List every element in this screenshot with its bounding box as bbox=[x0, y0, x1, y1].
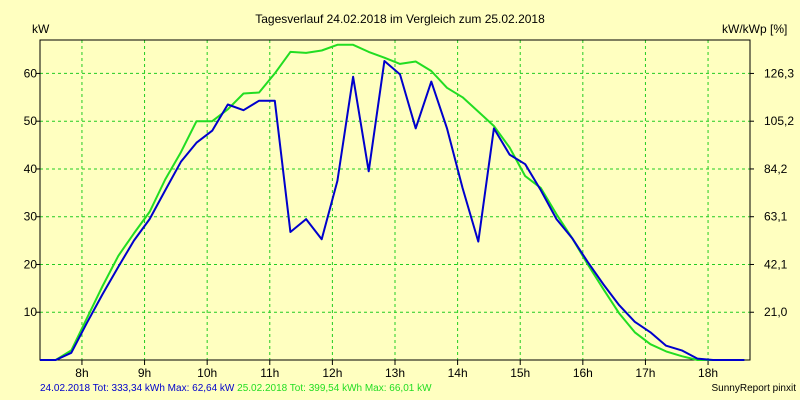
y-tick-label-right: 126,3 bbox=[764, 66, 794, 80]
y-tick-label-right: 21,0 bbox=[764, 305, 788, 319]
y-tick-label-left: 20 bbox=[24, 257, 38, 271]
x-tick-label: 12h bbox=[322, 366, 342, 380]
y-tick-label-left: 40 bbox=[24, 162, 38, 176]
x-tick-label: 15h bbox=[510, 366, 530, 380]
y-tick-label-right: 105,2 bbox=[764, 114, 794, 128]
x-tick-label: 10h bbox=[197, 366, 217, 380]
x-tick-label: 16h bbox=[573, 366, 593, 380]
legend-series-1: 24.02.2018 Tot: 333,34 kWh Max: 62,64 kW bbox=[40, 383, 235, 394]
legend: 24.02.2018 Tot: 333,34 kWh Max: 62,64 kW… bbox=[40, 383, 432, 394]
y-axis-right-label: kW/kWp [%] bbox=[722, 22, 787, 36]
chart-title: Tagesverlauf 24.02.2018 im Vergleich zum… bbox=[255, 12, 545, 26]
y-tick-label-left: 50 bbox=[24, 114, 38, 128]
y-tick-label-left: 10 bbox=[24, 305, 38, 319]
y-tick-label-left: 60 bbox=[24, 66, 38, 80]
x-tick-label: 17h bbox=[635, 366, 655, 380]
x-tick-label: 13h bbox=[385, 366, 405, 380]
legend-series-2: 25.02.2018 Tot: 399,54 kWh Max: 66,01 kW bbox=[237, 383, 432, 394]
series-line-1 bbox=[40, 60, 745, 361]
y-tick-label-right: 63,1 bbox=[764, 210, 788, 224]
series-line-2 bbox=[40, 43, 745, 361]
y-axis-left-label: kW bbox=[32, 22, 50, 36]
x-tick-label: 14h bbox=[448, 366, 468, 380]
y-tick-label-left: 30 bbox=[24, 210, 38, 224]
credit-text: SunnyReport pinxit bbox=[711, 383, 797, 394]
x-tick-label: 11h bbox=[260, 366, 279, 380]
y-tick-label-right: 42,1 bbox=[764, 257, 788, 271]
x-tick-label: 18h bbox=[698, 366, 718, 380]
x-tick-label: 8h bbox=[75, 366, 88, 380]
x-tick-label: 9h bbox=[138, 366, 151, 380]
y-tick-label-right: 84,2 bbox=[764, 162, 788, 176]
